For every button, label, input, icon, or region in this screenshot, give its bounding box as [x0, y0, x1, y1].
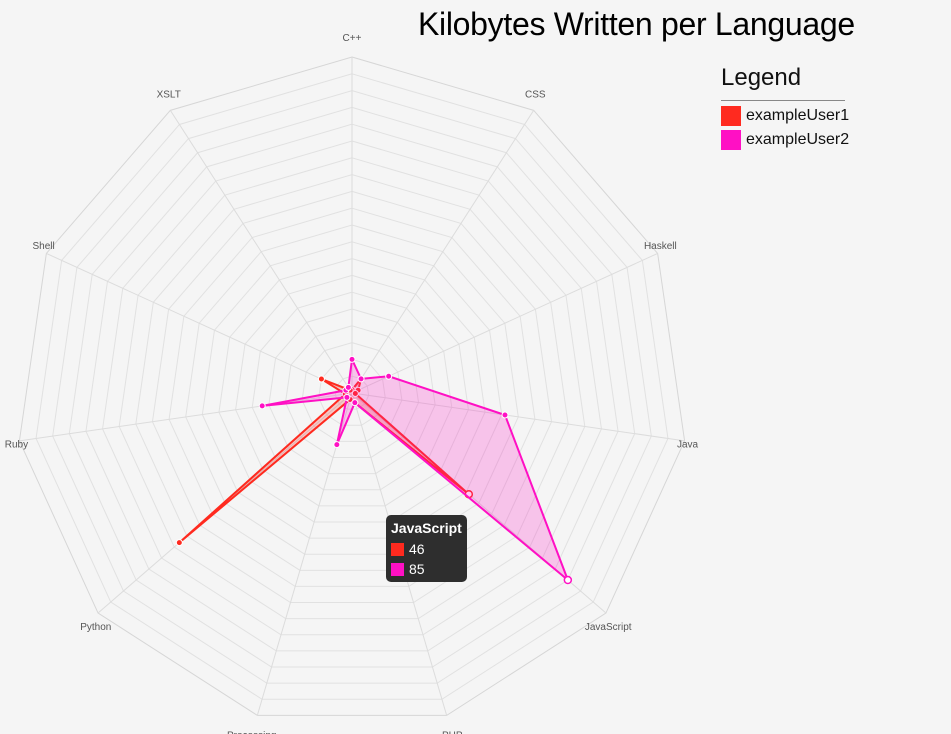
legend-swatch-series-2 — [721, 130, 741, 150]
series-2-point-processing — [333, 441, 341, 449]
legend-label-series-1: exampleUser1 — [746, 107, 850, 124]
legend-entry-series-1[interactable]: exampleUser1 — [721, 106, 849, 126]
series-2-point-php — [351, 399, 359, 407]
grid-ring-18 — [52, 90, 652, 684]
grid-ring-16 — [85, 123, 619, 652]
axis-label-java: Java — [677, 440, 699, 451]
series-1-point-java — [351, 389, 359, 397]
axis-label-haskell: Haskell — [644, 241, 677, 252]
grid-ring-3 — [301, 342, 403, 442]
tooltip-row-series-2: 85 — [391, 559, 462, 579]
series-2-point-java — [501, 411, 509, 419]
series-1-point-python — [175, 539, 183, 547]
series-2-point-css — [357, 375, 365, 383]
series-2-point-python — [343, 393, 351, 401]
grid-ring-11 — [168, 207, 536, 571]
grid-ring-12 — [151, 190, 553, 587]
series-2-point-ruby — [258, 402, 266, 410]
grid-ring-8 — [218, 258, 486, 523]
grid-ring-5 — [268, 308, 436, 475]
series-2-point-xslt — [344, 383, 352, 391]
axis-label-python: Python — [80, 622, 111, 633]
series-2-point-haskell — [385, 372, 393, 380]
tooltip-title: JavaScript — [391, 520, 462, 536]
axis-labels: C++ CSS Haskell Java JavaScript PHP Processing… — [5, 33, 699, 734]
series-2-point-c- — [348, 355, 356, 363]
axis-label-processing: Processing — [227, 731, 276, 734]
axis-label-xslt: XSLT — [157, 90, 181, 101]
grid-ring-19 — [35, 73, 669, 700]
axis-label-php: PHP — [442, 731, 463, 734]
axis-spoke-10 — [169, 110, 353, 394]
legend-title: Legend — [721, 64, 845, 101]
tooltip-row-series-1: 46 — [391, 539, 462, 559]
tooltip-swatch-series-1 — [391, 542, 404, 556]
legend-swatch-series-1 — [721, 106, 741, 126]
tooltip-value-series-2: 85 — [409, 561, 425, 577]
axis-label-c-: C++ — [343, 33, 362, 44]
series-2 — [258, 355, 573, 585]
tooltip: JavaScript 46 85 — [386, 515, 467, 582]
tooltip-swatch-series-2 — [391, 562, 404, 576]
axis-label-shell: Shell — [33, 241, 55, 252]
axis-spoke-8 — [19, 392, 353, 442]
axis-spoke-3 — [351, 392, 685, 442]
axis-spoke-2 — [351, 252, 658, 394]
legend-entry-series-2[interactable]: exampleUser2 — [721, 130, 849, 150]
axis-label-ruby: Ruby — [5, 440, 28, 451]
grid-ring-10 — [185, 224, 519, 555]
axis-label-css: CSS — [525, 90, 546, 101]
grid-ring-17 — [68, 106, 636, 668]
chart-title: Kilobytes Written per Language — [418, 6, 855, 42]
grid-ring-14 — [118, 157, 586, 620]
grid-ring-15 — [102, 140, 602, 636]
grid-ring-6 — [251, 291, 453, 491]
grid-ring-4 — [284, 325, 420, 458]
series-1-point-shell — [317, 375, 325, 383]
series-2-point-javascript — [563, 575, 573, 585]
grid-ring-13 — [135, 174, 569, 604]
legend: Legend exampleUser1 exampleUser2 — [721, 64, 849, 150]
legend-label-series-2: exampleUser2 — [746, 131, 850, 148]
axis-label-javascript: JavaScript — [585, 622, 632, 633]
axis-spoke-9 — [46, 252, 353, 394]
axis-spoke-1 — [351, 110, 535, 394]
grid-ring-9 — [201, 241, 503, 539]
grid-ring-7 — [235, 274, 469, 507]
radar-grid — [18, 56, 686, 716]
tooltip-value-series-1: 46 — [409, 541, 425, 557]
grid-ring-20 — [18, 56, 686, 716]
